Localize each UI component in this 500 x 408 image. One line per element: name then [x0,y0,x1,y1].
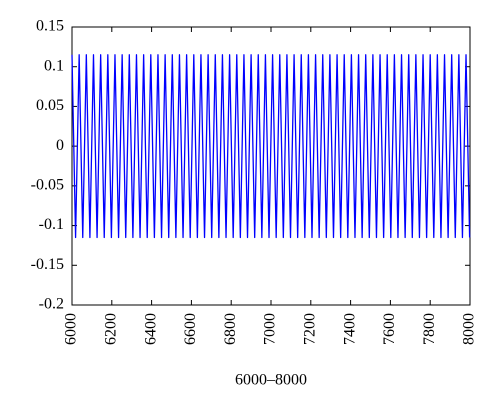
y-tick-label: -0.2 [39,296,64,313]
y-tick-label: -0.05 [31,177,64,194]
y-tick-label: 0 [56,137,64,154]
x-tick-label: 6000 [63,313,80,345]
y-tick-label: -0.15 [31,256,64,273]
x-tick-label: 7600 [381,313,398,345]
y-tick-label: 0.05 [36,97,64,114]
x-tick-label: 7200 [301,313,318,345]
x-tick-label: 6800 [222,313,239,345]
y-tick-label: 0.15 [36,18,64,35]
x-tick-label: 6600 [182,313,199,345]
x-tick-label: 6400 [142,313,159,345]
x-tick-label: 8000 [461,313,478,345]
x-tick-label: 7000 [262,313,279,345]
y-tick-label: -0.1 [39,216,64,233]
x-axis-label: 6000–8000 [235,372,307,389]
y-tick-label: 0.1 [44,57,64,74]
x-tick-label: 6200 [102,313,119,345]
x-tick-label: 7800 [421,313,438,345]
x-tick-label: 7400 [341,313,358,345]
signal-line [71,54,471,239]
